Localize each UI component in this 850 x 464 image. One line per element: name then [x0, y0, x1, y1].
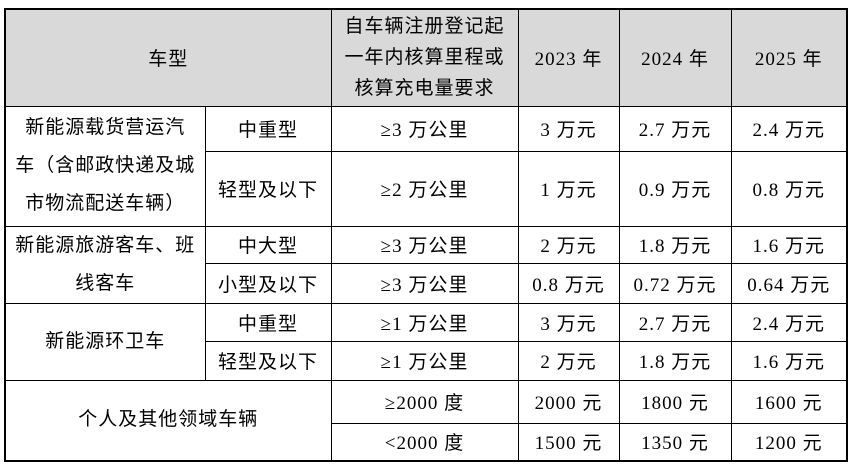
vehicle-subtype: 中大型: [204, 225, 332, 265]
subsidy-2025: 1200 元: [730, 422, 848, 462]
subsidy-2025: 1.6 万元: [730, 340, 848, 381]
subsidy-2023: 2000 元: [517, 379, 620, 424]
subsidy-table: 车型 自车辆注册登记起 一年内核算里程或 核算充电量要求 2023 年 2024…: [4, 8, 849, 462]
vehicle-group-personal: 个人及其他领域车辆: [4, 379, 332, 462]
subsidy-2023: 2 万元: [517, 225, 620, 265]
table-row-bus-large: 新能源旅游客车、班 线客车 中大型 ≥3 万公里 2 万元 1.8 万元 1.6…: [4, 225, 848, 304]
subsidy-2025: 0.64 万元: [730, 263, 848, 304]
header-year-2024: 2024 年: [618, 8, 732, 107]
subsidy-2024: 0.9 万元: [618, 150, 732, 227]
vehicle-group-freight: 新能源载货营运汽 车（含邮政快递及城 市物流配送车辆）: [4, 105, 206, 227]
table-row-sanitation-light: 轻型及以下 ≥1 万公里 2 万元 1.8 万元 1.6 万元: [5, 340, 848, 381]
vehicle-subtype: 小型及以下: [204, 263, 332, 304]
subsidy-2025: 0.8 万元: [730, 150, 848, 227]
subsidy-2024: 1.8 万元: [618, 340, 732, 381]
subsidy-2024: 1350 元: [618, 422, 732, 462]
subsidy-2025: 2.4 万元: [730, 302, 848, 342]
header-mileage-requirement: 自车辆注册登记起 一年内核算里程或 核算充电量要求: [330, 8, 519, 107]
subsidy-2023: 3 万元: [517, 302, 620, 342]
subsidy-2023: 0.8 万元: [517, 263, 620, 304]
vehicle-group-sanitation: 新能源环卫车: [4, 302, 206, 381]
vehicle-subtype: 中重型: [204, 105, 332, 152]
subsidy-2025: 2.4 万元: [730, 105, 848, 152]
subsidy-2025: 1600 元: [730, 379, 848, 424]
mileage-requirement: ≥1 万公里: [330, 302, 519, 342]
subsidy-2025: 1.6 万元: [730, 225, 848, 265]
header-year-2025: 2025 年: [730, 8, 848, 107]
subsidy-2024: 2.7 万元: [618, 105, 732, 152]
subsidy-2024: 1.8 万元: [618, 225, 732, 265]
subsidy-2023: 1500 元: [517, 422, 620, 462]
mileage-requirement: ≥2 万公里: [330, 150, 519, 227]
vehicle-group-bus: 新能源旅游客车、班 线客车: [4, 225, 206, 304]
vehicle-subtype: 中重型: [204, 302, 332, 342]
subsidy-2023: 2 万元: [517, 340, 620, 381]
charge-requirement: <2000 度: [330, 422, 519, 462]
table-row-freight-heavy: 新能源载货营运汽 车（含邮政快递及城 市物流配送车辆） 中重型 ≥3 万公里 3…: [4, 105, 848, 227]
mileage-requirement: ≥3 万公里: [330, 263, 519, 304]
subsidy-2023: 1 万元: [517, 150, 620, 227]
mileage-requirement: ≥1 万公里: [330, 340, 519, 381]
mileage-requirement: ≥3 万公里: [330, 105, 519, 152]
table-row-sanitation-heavy: 新能源环卫车 中重型 ≥1 万公里 3 万元 2.7 万元 2.4 万元: [4, 302, 848, 381]
table-row-personal-low: <2000 度 1500 元 1350 元 1200 元: [5, 422, 848, 462]
subsidy-2024: 2.7 万元: [618, 302, 732, 342]
vehicle-subtype: 轻型及以下: [204, 340, 332, 381]
table-row-personal-high: 个人及其他领域车辆 ≥2000 度 2000 元 1800 元 1600 元: [4, 379, 848, 462]
header-vehicle-type: 车型: [4, 8, 332, 107]
table-row-freight-light: 轻型及以下 ≥2 万公里 1 万元 0.9 万元 0.8 万元: [5, 150, 848, 227]
subsidy-2024: 1800 元: [618, 379, 732, 424]
table-row-bus-small: 小型及以下 ≥3 万公里 0.8 万元 0.72 万元 0.64 万元: [5, 263, 848, 304]
mileage-requirement: ≥3 万公里: [330, 225, 519, 265]
subsidy-2024: 0.72 万元: [618, 263, 732, 304]
header-year-2023: 2023 年: [517, 8, 620, 107]
charge-requirement: ≥2000 度: [330, 379, 519, 424]
table-header-row: 车型 自车辆注册登记起 一年内核算里程或 核算充电量要求 2023 年 2024…: [4, 8, 848, 107]
vehicle-subtype: 轻型及以下: [204, 150, 332, 227]
subsidy-2023: 3 万元: [517, 105, 620, 152]
